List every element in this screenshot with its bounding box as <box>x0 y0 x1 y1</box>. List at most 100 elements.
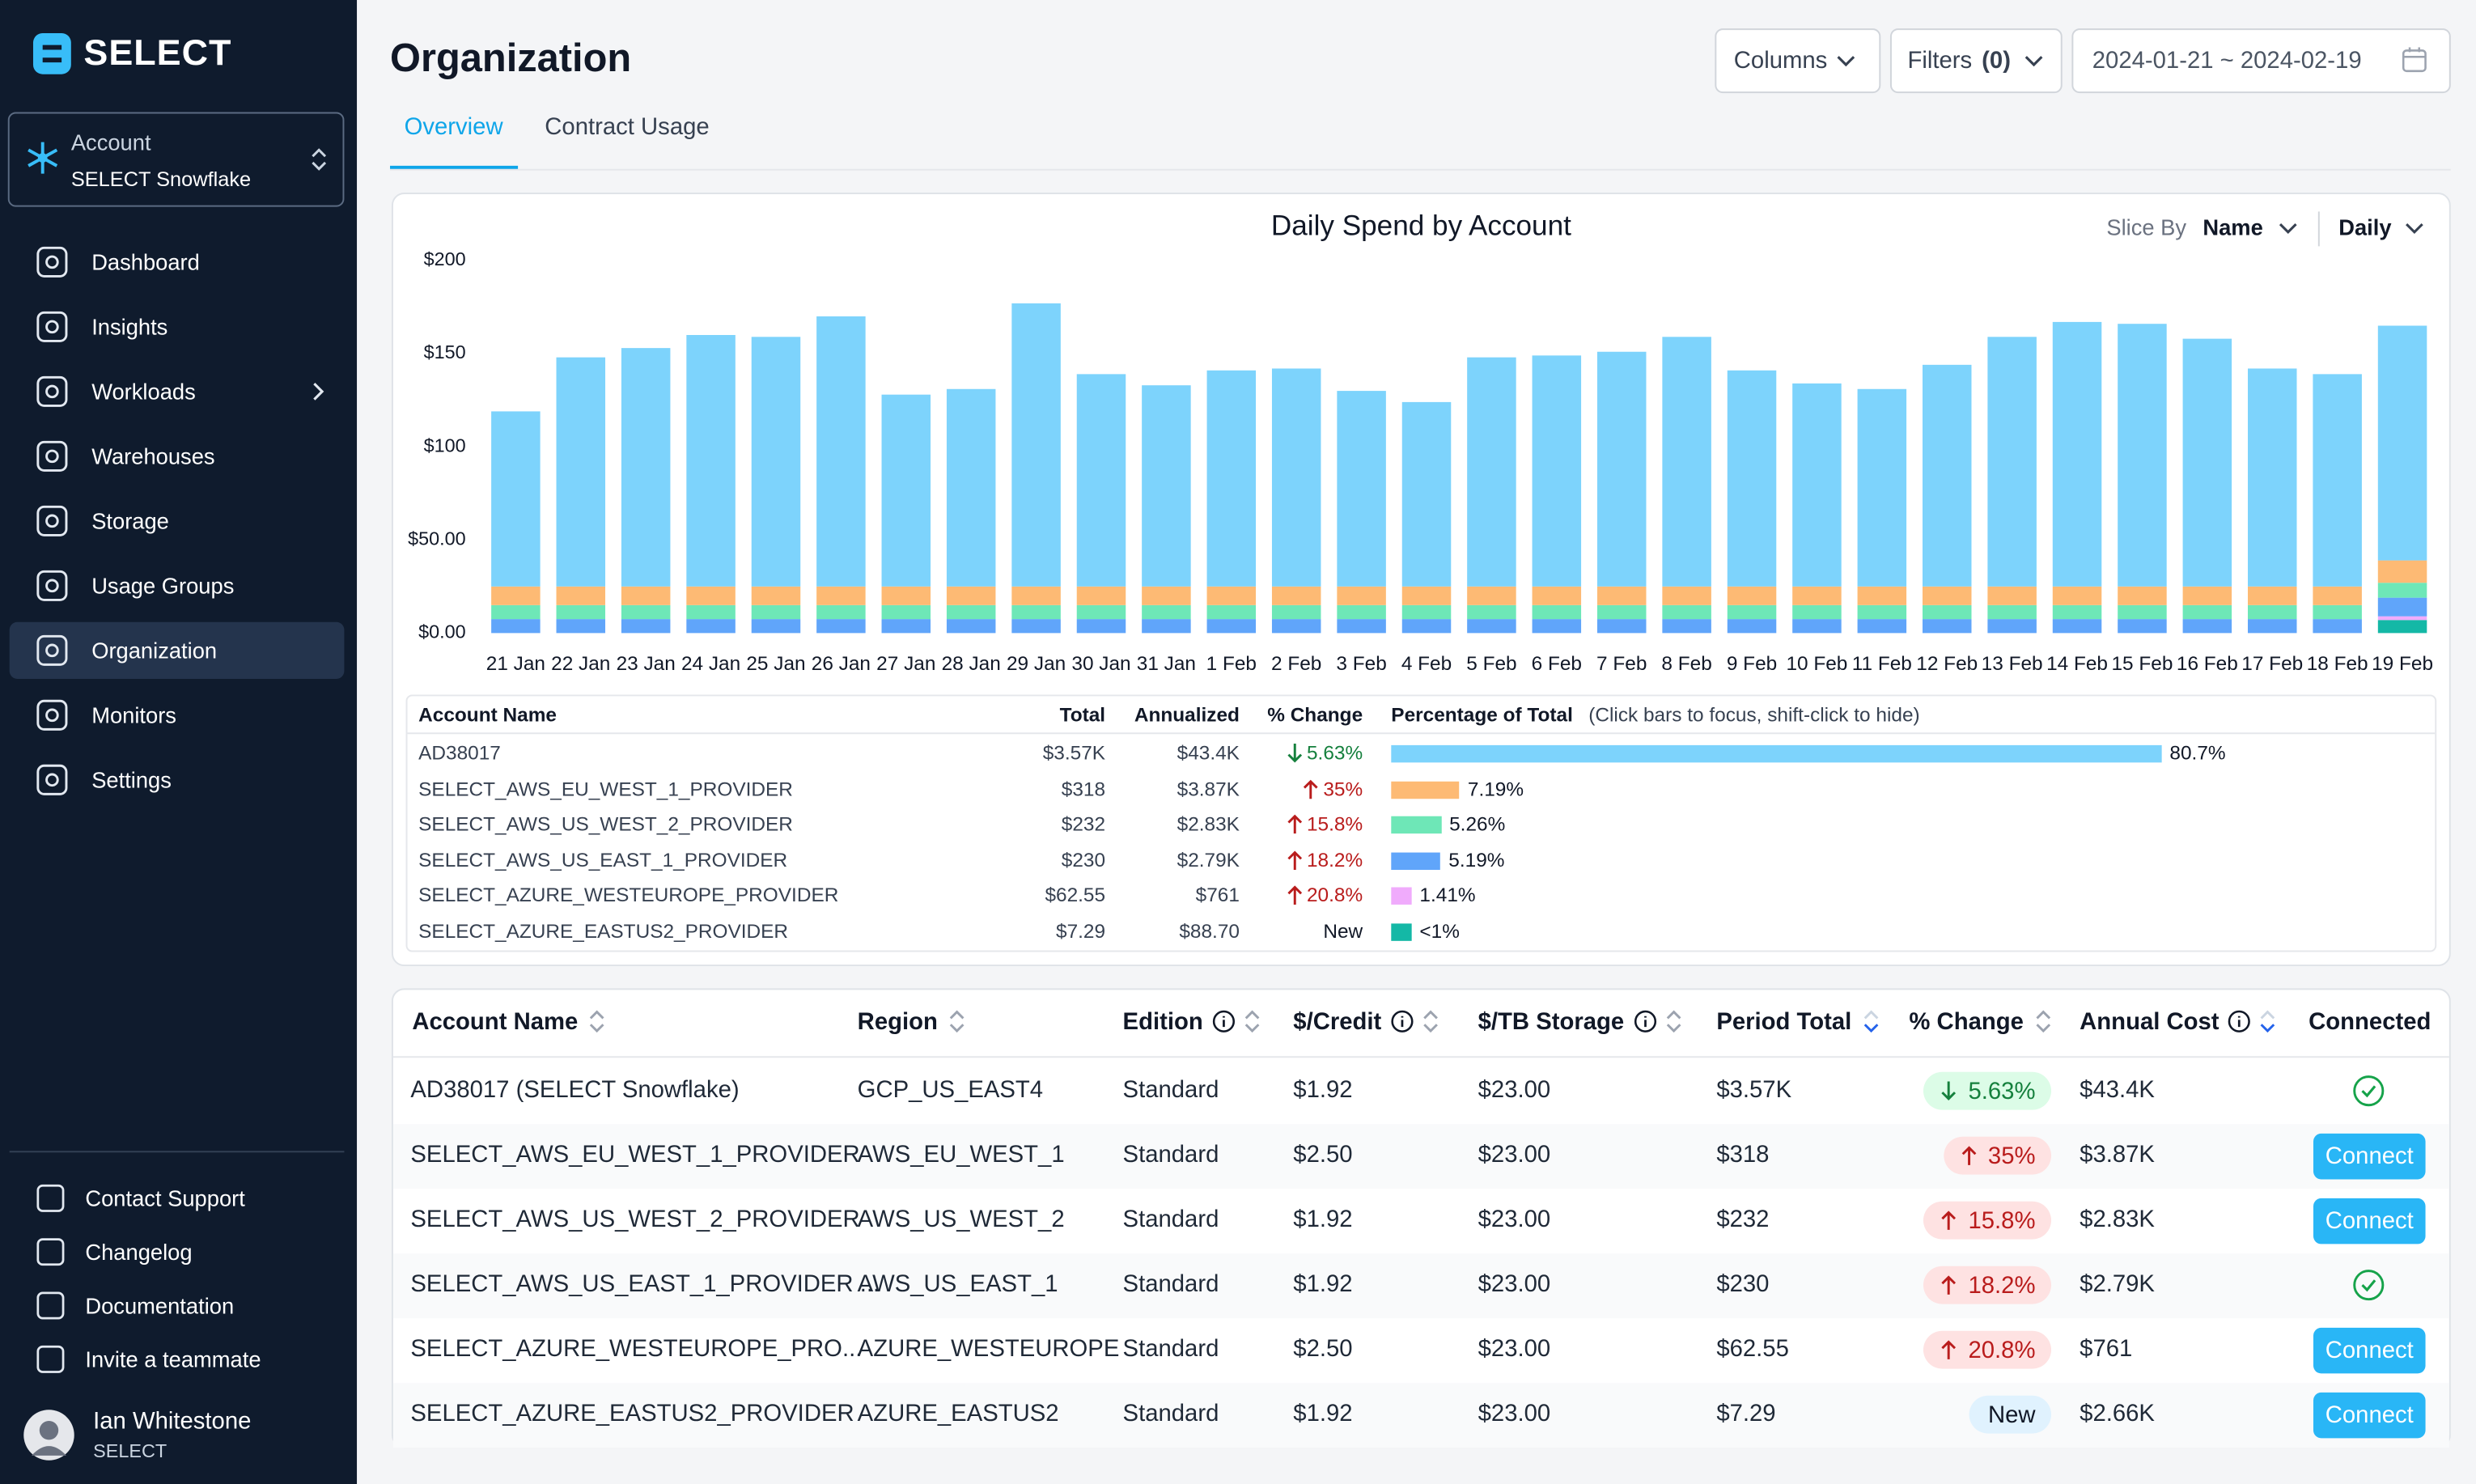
nav-icon[interactable] <box>36 699 68 731</box>
table-header[interactable]: % Change <box>1909 1008 2024 1036</box>
bar-segment[interactable] <box>816 619 866 634</box>
sort-icon[interactable] <box>2036 1009 2052 1034</box>
bar-segment[interactable] <box>1727 370 1777 587</box>
bar-segment[interactable] <box>491 411 541 587</box>
bar-segment[interactable] <box>2118 324 2167 587</box>
bar-segment[interactable] <box>816 586 866 605</box>
bar-segment[interactable] <box>1596 586 1647 605</box>
bar-segment[interactable] <box>2182 338 2232 587</box>
bar-segment[interactable] <box>1857 586 1907 605</box>
bar-segment[interactable] <box>1142 619 1191 634</box>
table-header[interactable]: Region <box>857 1008 938 1036</box>
footer-icon[interactable] <box>36 1291 65 1320</box>
summary-bar[interactable] <box>1391 923 1412 941</box>
bar-segment[interactable] <box>2182 604 2232 620</box>
bar-segment[interactable] <box>1206 586 1257 605</box>
footer-icon[interactable] <box>36 1238 65 1266</box>
bar-segment[interactable] <box>1987 604 2037 620</box>
connect-button[interactable]: Connect <box>2313 1198 2426 1244</box>
bar-segment[interactable] <box>1662 337 1711 587</box>
bar-segment[interactable] <box>2118 619 2167 634</box>
bar-segment[interactable] <box>1467 586 1516 605</box>
bar-segment[interactable] <box>881 604 931 620</box>
bar-segment[interactable] <box>1987 337 2037 587</box>
bar-segment[interactable] <box>491 604 541 620</box>
bar-segment[interactable] <box>946 604 996 620</box>
bar-segment[interactable] <box>1922 619 1972 634</box>
bar-segment[interactable] <box>1467 604 1516 620</box>
bar-segment[interactable] <box>1922 364 1972 587</box>
table-header[interactable]: $/TB Storage <box>1478 1008 1625 1036</box>
bar-segment[interactable] <box>1532 355 1582 587</box>
bar-segment[interactable] <box>1857 619 1907 634</box>
nav-item[interactable]: Workloads <box>91 379 196 405</box>
nav-icon[interactable] <box>36 570 68 601</box>
bar-segment[interactable] <box>1271 586 1321 605</box>
bar-segment[interactable] <box>621 348 671 587</box>
slice-value[interactable]: Name <box>2203 214 2263 240</box>
connect-label[interactable]: Connect <box>2325 1337 2414 1364</box>
nav-item[interactable]: Usage Groups <box>91 573 235 599</box>
summary-bar[interactable] <box>1391 816 1442 834</box>
footer-link[interactable]: Documentation <box>85 1292 235 1319</box>
connect-button[interactable]: Connect <box>2313 1327 2426 1374</box>
account-selector[interactable] <box>7 112 345 207</box>
bar-segment[interactable] <box>751 619 801 634</box>
bar-segment[interactable] <box>1337 619 1386 634</box>
bar-segment[interactable] <box>881 394 931 587</box>
bar-segment[interactable] <box>751 604 801 620</box>
bar-segment[interactable] <box>2313 604 2362 620</box>
tab[interactable]: Overview <box>404 113 503 141</box>
bar-segment[interactable] <box>556 604 606 620</box>
connect-label[interactable]: Connect <box>2325 1401 2414 1429</box>
table-header[interactable]: Account Name <box>412 1008 579 1036</box>
bar-segment[interactable] <box>1596 604 1647 620</box>
bar-segment[interactable] <box>1011 604 1061 620</box>
bar-segment[interactable] <box>2248 604 2297 620</box>
bar-segment[interactable] <box>2182 586 2232 605</box>
nav-icon[interactable] <box>36 764 68 795</box>
bar-segment[interactable] <box>946 586 996 605</box>
bar-segment[interactable] <box>1401 619 1452 634</box>
sort-icon[interactable] <box>2260 1009 2276 1034</box>
bar-segment[interactable] <box>1337 391 1386 587</box>
bar-segment[interactable] <box>1011 619 1061 634</box>
sort-icon[interactable] <box>1863 1009 1880 1034</box>
bar-segment[interactable] <box>1142 586 1191 605</box>
bar-segment[interactable] <box>2248 619 2297 634</box>
bar-segment[interactable] <box>1271 619 1321 634</box>
bar-segment[interactable] <box>686 619 736 634</box>
table-header[interactable]: Annual Cost <box>2080 1008 2219 1036</box>
bar-segment[interactable] <box>1467 357 1516 587</box>
bar-segment[interactable] <box>556 357 606 587</box>
sort-icon[interactable] <box>1422 1009 1439 1034</box>
bar-segment[interactable] <box>1401 586 1452 605</box>
footer-link[interactable]: Changelog <box>85 1239 193 1265</box>
bar-segment[interactable] <box>1401 604 1452 620</box>
bar-segment[interactable] <box>2182 619 2232 634</box>
bar-segment[interactable] <box>881 586 931 605</box>
bar-segment[interactable] <box>1792 604 1842 620</box>
bar-segment[interactable] <box>621 604 671 620</box>
bar-segment[interactable] <box>556 619 606 634</box>
bar-segment[interactable] <box>2313 374 2362 587</box>
bar-segment[interactable] <box>1076 586 1126 605</box>
bar-segment[interactable] <box>686 604 736 620</box>
footer-link[interactable]: Invite a teammate <box>85 1346 261 1372</box>
bar-segment[interactable] <box>2052 604 2102 620</box>
bar-segment[interactable] <box>621 586 671 605</box>
table-header[interactable]: Edition <box>1122 1008 1203 1036</box>
sort-icon[interactable] <box>949 1009 965 1034</box>
bar-segment[interactable] <box>1532 619 1582 634</box>
bar-segment[interactable] <box>751 337 801 587</box>
table-header[interactable]: Period Total <box>1716 1008 1852 1036</box>
bar-segment[interactable] <box>1922 586 1972 605</box>
footer-icon[interactable] <box>36 1184 65 1212</box>
bar-segment[interactable] <box>491 619 541 634</box>
bar-segment[interactable] <box>1206 370 1257 587</box>
bar-segment[interactable] <box>1596 619 1647 634</box>
bar-segment[interactable] <box>2052 619 2102 634</box>
bar-segment[interactable] <box>1596 351 1647 587</box>
nav-item[interactable]: Insights <box>91 314 168 340</box>
nav-item[interactable]: Monitors <box>91 702 176 728</box>
